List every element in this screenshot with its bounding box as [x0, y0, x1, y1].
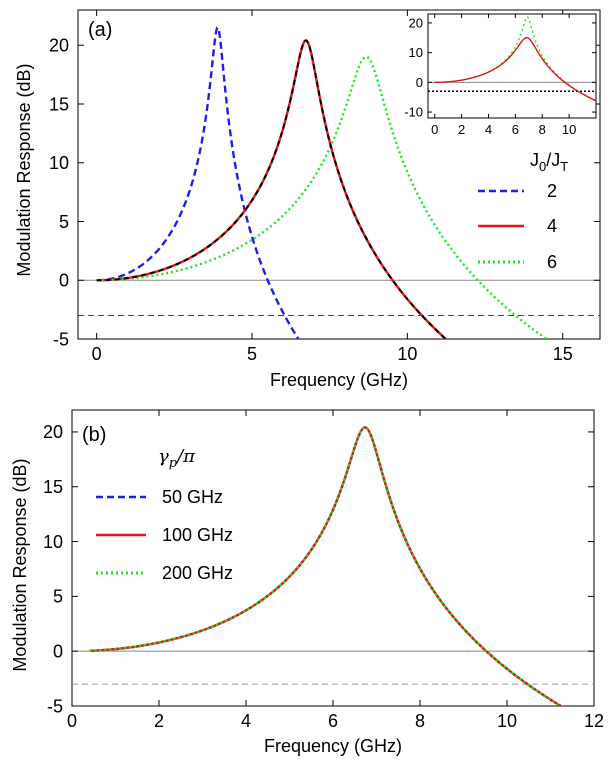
series-line-overlay [434, 36, 596, 102]
panel-b-x-ticks: 0 2 4 6 8 10 12 [67, 410, 604, 731]
panel-a-legend: J0/JT 2 4 6 [478, 150, 568, 272]
x-tick-label: 4 [241, 711, 251, 731]
series-line-4 [96, 39, 448, 339]
x-tick-label: 2 [154, 711, 164, 731]
x-tick-label: 15 [553, 344, 573, 364]
y-tick-label: 10 [43, 532, 63, 552]
x-tick-label: 8 [539, 122, 546, 137]
legend-b-label-100: 100 GHz [162, 525, 233, 545]
y-tick-label: 20 [49, 36, 69, 56]
y-tick-label: 10 [409, 45, 423, 60]
panel-a-label: (a) [88, 19, 112, 41]
inset-y-ticks: -10 0 10 20 [404, 15, 596, 120]
y-tick-label: 20 [43, 422, 63, 442]
x-tick-label: 0 [92, 344, 102, 364]
x-tick-label: 10 [397, 344, 417, 364]
panel-b-y-title: Modulation Response (dB) [10, 458, 30, 671]
legend-a-label-2: 2 [547, 181, 557, 201]
series-line-200-ghz [89, 426, 564, 706]
panel-b-x-title: Frequency (GHz) [264, 736, 402, 756]
y-tick-label: 15 [49, 94, 69, 114]
panel-a-curves [96, 26, 549, 339]
y-tick-label: 0 [416, 75, 423, 90]
series-line-2 [96, 26, 300, 339]
panel-a-frame [77, 9, 601, 340]
y-tick-label: 10 [49, 153, 69, 173]
x-tick-label: 4 [485, 122, 492, 137]
panel-b-label: (b) [82, 424, 106, 446]
x-tick-label: 12 [584, 711, 604, 731]
y-tick-label: 0 [53, 641, 63, 661]
x-tick-label: 2 [458, 122, 465, 137]
y-tick-label: -5 [53, 329, 69, 349]
legend-a-label-4: 4 [547, 216, 557, 236]
x-tick-label: 0 [431, 122, 438, 137]
y-tick-label: 15 [43, 477, 63, 497]
x-tick-label: 6 [512, 122, 519, 137]
legend-a-title: J0/JT [530, 150, 568, 174]
x-tick-label: 10 [562, 122, 576, 137]
legend-b-label-200: 200 GHz [162, 563, 233, 583]
x-tick-label: 10 [497, 711, 517, 731]
panel-b-legend: γp/π 50 GHz 100 GHz 200 GHz [96, 446, 233, 583]
panel-a-inset: -10 0 10 20 0 2 4 6 8 10 [404, 13, 597, 137]
panel-a-x-title: Frequency (GHz) [270, 370, 408, 390]
x-tick-label: 0 [67, 711, 77, 731]
y-tick-label: 5 [53, 587, 63, 607]
panel-b-frame [71, 409, 595, 707]
panel-b-curves [89, 426, 564, 706]
inset-background [427, 13, 597, 119]
y-tick-label: 20 [409, 15, 423, 30]
inset-x-ticks: 0 2 4 6 8 10 [431, 14, 576, 137]
y-tick-label: -10 [404, 105, 423, 120]
panel-a-y-title: Modulation Response (dB) [14, 63, 34, 276]
x-tick-label: 5 [247, 344, 257, 364]
x-tick-label: 6 [328, 711, 338, 731]
inset-curves [434, 16, 596, 102]
panel-b-y-ticks: -5 0 5 10 15 20 [43, 422, 594, 716]
x-tick-label: 8 [415, 711, 425, 731]
y-tick-label: 0 [59, 271, 69, 291]
legend-b-label-50: 50 GHz [162, 487, 223, 507]
y-tick-label: -5 [47, 696, 63, 716]
legend-b-title: γp/π [158, 446, 196, 471]
legend-a-label-6: 6 [547, 252, 557, 272]
panel-a-x-ticks: 0 5 10 15 [92, 10, 573, 364]
y-tick-label: 5 [59, 212, 69, 232]
